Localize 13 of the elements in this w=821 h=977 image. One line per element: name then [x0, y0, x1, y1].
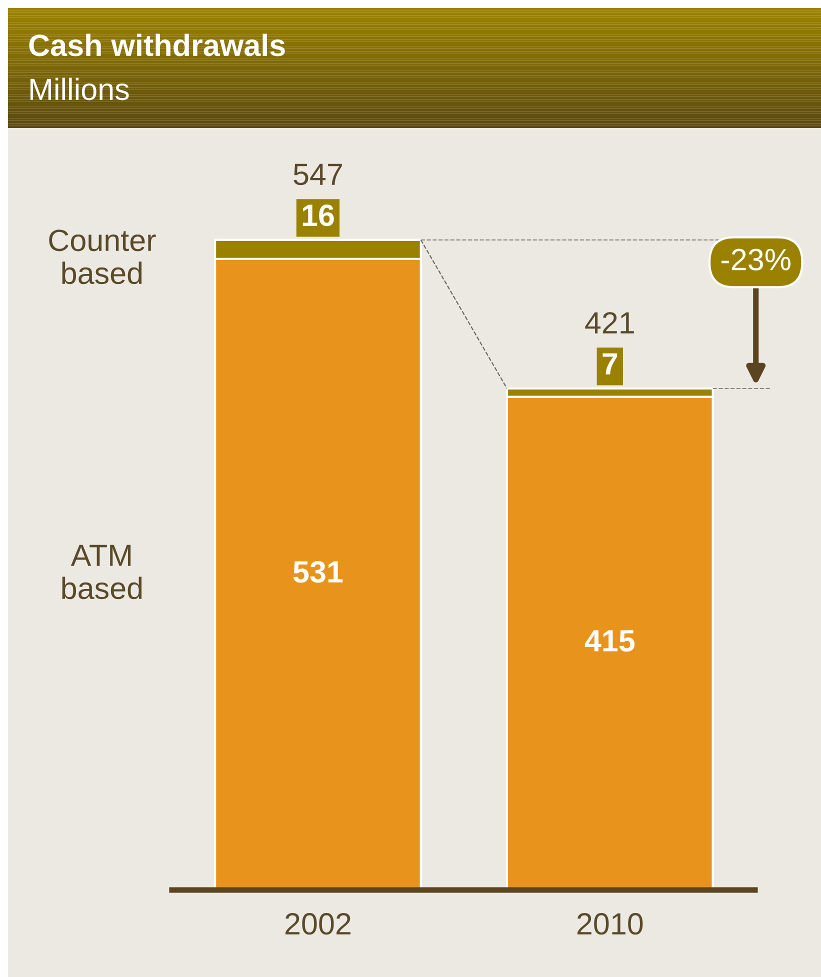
chart-subtitle: Millions: [30, 78, 129, 100]
chart-title: Cash withdrawals: [29, 34, 285, 56]
total-label: 547: [294, 164, 342, 186]
data-label: 7: [602, 353, 618, 374]
annotation: -23%: [722, 248, 790, 270]
data-label: 531: [293, 561, 343, 583]
text: ATM based: [62, 544, 142, 600]
x-tick-label: 2002: [286, 913, 350, 935]
data-label: 16: [302, 204, 334, 226]
total-label: 421: [585, 312, 634, 334]
data-label: 415: [584, 630, 635, 652]
x-tick-label: 2010: [577, 913, 643, 935]
series-label: Counter based: [49, 230, 156, 284]
